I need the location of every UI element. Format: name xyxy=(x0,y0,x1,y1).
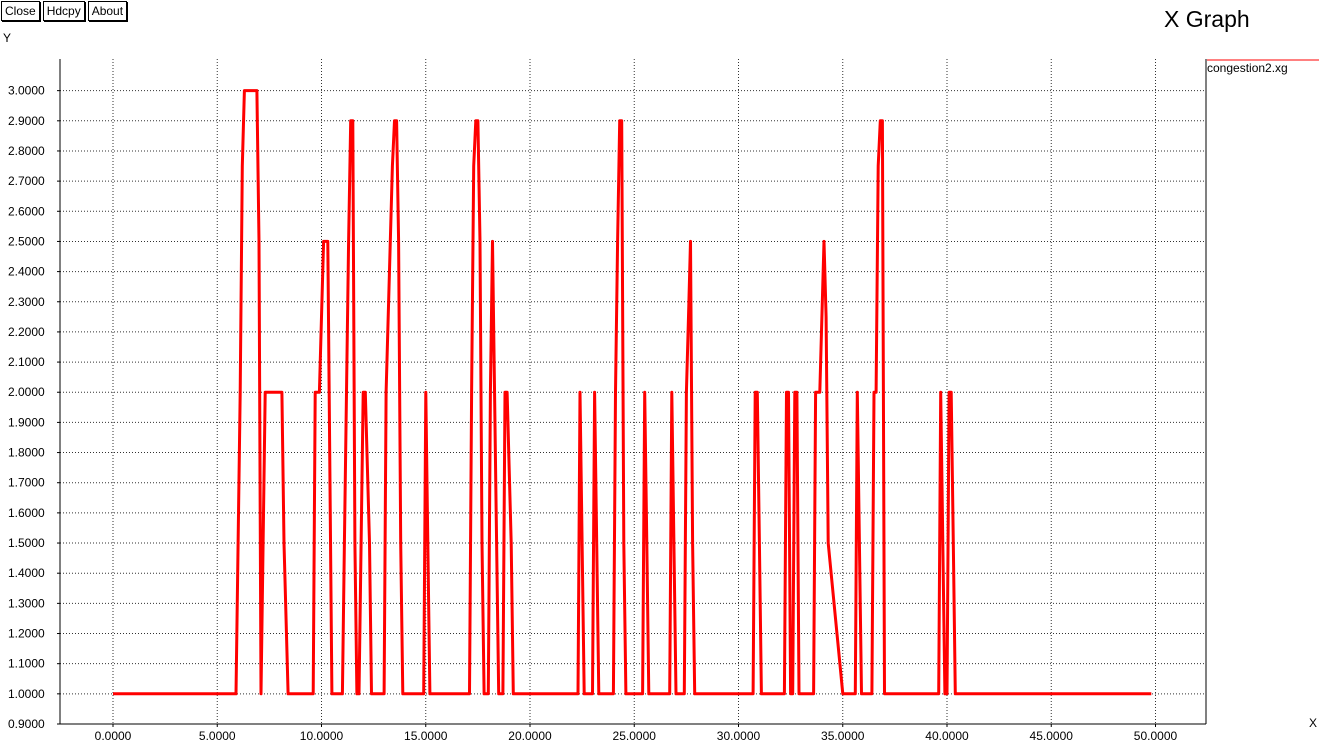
x-tick-label: 5.0000 xyxy=(199,729,236,743)
legend-label: congestion2.xg xyxy=(1207,61,1288,75)
y-tick-label: 1.5000 xyxy=(8,536,45,550)
y-tick-label: 1.7000 xyxy=(8,476,45,490)
y-tick-label: 2.9000 xyxy=(8,114,45,128)
x-tick-label: 45.0000 xyxy=(1030,729,1074,743)
y-tick-label: 1.9000 xyxy=(8,415,45,429)
y-tick-label: 2.5000 xyxy=(8,234,45,248)
y-tick-label: 2.8000 xyxy=(8,144,45,158)
y-tick-label: 2.3000 xyxy=(8,295,45,309)
grid xyxy=(57,59,1206,727)
y-tick-label: 1.3000 xyxy=(8,596,45,610)
y-tick-label: 2.2000 xyxy=(8,325,45,339)
toolbar: Close Hdcpy About xyxy=(1,1,128,21)
x-tick-label: 35.0000 xyxy=(821,729,865,743)
about-button[interactable]: About xyxy=(87,1,128,21)
y-tick-labels: 0.9000 1.0000 1.1000 1.2000 1.3000 1.4000 1.50… xyxy=(8,84,45,731)
close-button[interactable]: Close xyxy=(1,1,40,21)
x-tick-label: 50.0000 xyxy=(1134,729,1178,743)
y-tick-label: 1.2000 xyxy=(8,627,45,641)
window-title: X Graph xyxy=(1164,6,1250,32)
plot-frame xyxy=(59,59,1207,725)
x-tick-label: 20.0000 xyxy=(508,729,552,743)
y-tick-label: 2.1000 xyxy=(8,355,45,369)
x-tick-label: 15.0000 xyxy=(404,729,448,743)
y-tick-label: 3.0000 xyxy=(8,84,45,98)
y-axis-name: Y xyxy=(3,31,12,45)
y-tick-label: 2.0000 xyxy=(8,385,45,399)
x-tick-label: 40.0000 xyxy=(925,729,969,743)
y-tick-label: 1.8000 xyxy=(8,446,45,460)
y-tick-label: 0.9000 xyxy=(8,717,45,731)
y-tick-label: 2.7000 xyxy=(8,174,45,188)
y-tick-label: 2.4000 xyxy=(8,265,45,279)
x-tick-label: 30.0000 xyxy=(717,729,761,743)
series-layer xyxy=(113,89,1152,696)
legend: congestion2.xg xyxy=(1207,59,1319,75)
x-axis-name: X xyxy=(1309,716,1318,730)
y-tick-label: 2.6000 xyxy=(8,204,45,218)
hdcpy-button[interactable]: Hdcpy xyxy=(42,1,85,21)
x-tick-label: 25.0000 xyxy=(613,729,657,743)
x-tick-label: 0.0000 xyxy=(95,729,132,743)
y-tick-label: 1.0000 xyxy=(8,687,45,701)
y-tick-label: 1.4000 xyxy=(8,566,45,580)
y-tick-label: 1.6000 xyxy=(8,506,45,520)
y-tick-label: 1.1000 xyxy=(8,657,45,671)
series-line-congestion2.xg xyxy=(113,89,1152,696)
x-tick-labels: 0.0000 5.0000 10.0000 15.0000 20.0000 25.0000… xyxy=(95,729,1178,743)
x-tick-label: 10.0000 xyxy=(300,729,344,743)
